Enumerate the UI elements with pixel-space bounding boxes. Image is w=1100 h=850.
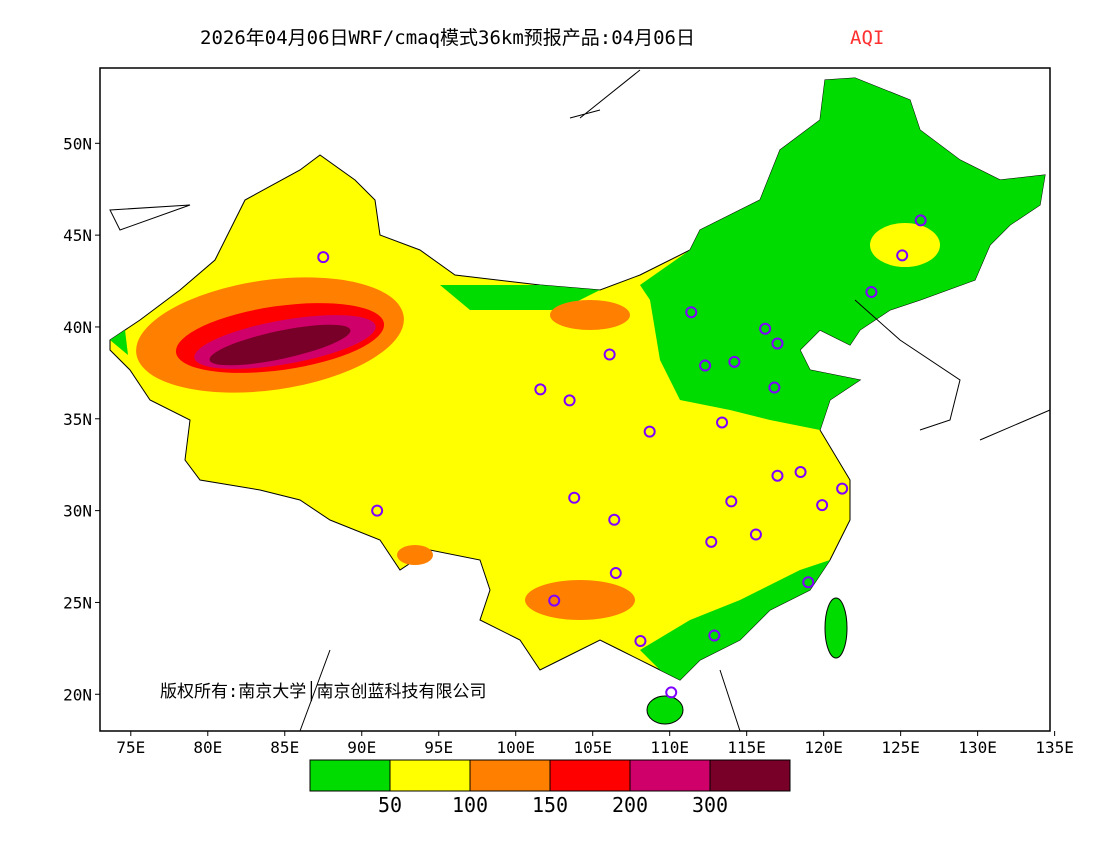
lon-tick-label: 85E — [270, 738, 299, 757]
station-marker — [643, 425, 656, 438]
lat-tick-label: 50N — [63, 134, 92, 153]
coastlines — [109, 69, 1051, 732]
station-marker — [608, 513, 621, 526]
station-marker — [728, 355, 741, 368]
legend-swatch — [309, 759, 391, 792]
station-marker — [716, 416, 729, 429]
lon-tick-label: 120E — [804, 738, 843, 757]
variable-label: AQI — [850, 27, 884, 49]
legend-swatch — [469, 759, 551, 792]
station-marker — [534, 383, 547, 396]
station-marker — [634, 635, 647, 648]
station-marker — [725, 495, 738, 508]
station-marker — [705, 535, 718, 548]
region-green-northeast — [640, 78, 1045, 430]
station-marker — [865, 286, 878, 299]
legend-label: 100 — [452, 793, 488, 817]
station-marker — [794, 466, 807, 479]
map-title: 2026年04月06日WRF/cmaq模式36km预报产品:04月06日 — [200, 27, 695, 49]
legend-swatch — [709, 759, 791, 792]
region-green-south — [640, 560, 830, 680]
map-frame — [99, 67, 1051, 732]
station-marker — [896, 249, 909, 262]
legend-swatch — [629, 759, 711, 792]
lat-tick-label: 35N — [63, 410, 92, 429]
lon-tick-label: 100E — [496, 738, 535, 757]
region-orange-north — [550, 300, 630, 330]
station-markers — [317, 214, 927, 699]
lon-tick-label: 95E — [424, 738, 453, 757]
map-area: 版权所有:南京大学│南京创蓝科技有限公司 — [99, 67, 1051, 732]
lon-tick-label: 110E — [650, 738, 689, 757]
station-marker — [768, 381, 781, 394]
legend-label: 300 — [692, 793, 728, 817]
station-marker — [548, 594, 561, 607]
station-marker — [802, 576, 815, 589]
lon-tick-label: 75E — [116, 738, 145, 757]
hainan-island — [646, 695, 684, 725]
lon-tick-label: 105E — [573, 738, 612, 757]
colorbar-legend: 50 100 150 200 300 — [309, 759, 791, 817]
lon-tick-label: 115E — [727, 738, 766, 757]
station-marker — [708, 629, 721, 642]
lon-tick-label: 125E — [881, 738, 920, 757]
region-orange-tibet — [397, 545, 433, 565]
lat-tick-label: 40N — [63, 318, 92, 337]
station-marker — [759, 322, 772, 335]
station-marker — [771, 337, 784, 350]
region-green-west — [110, 330, 128, 355]
axis-ticks: 75E 80E 85E 90E 95E 100E 105E 110E 115E 120E 125E 1… — [63, 134, 1074, 757]
region-orange-southwest — [525, 580, 635, 620]
lat-tick-label: 25N — [63, 593, 92, 612]
lon-tick-label: 130E — [958, 738, 997, 757]
lat-tick-label: 20N — [63, 685, 92, 704]
legend-label: 200 — [612, 793, 648, 817]
legend-swatch — [389, 759, 471, 792]
station-marker — [699, 359, 712, 372]
station-marker — [609, 567, 622, 580]
station-marker — [568, 491, 581, 504]
legend-label: 50 — [378, 793, 402, 817]
lon-tick-label: 135E — [1035, 738, 1074, 757]
station-marker — [771, 469, 784, 482]
station-marker — [836, 482, 849, 495]
region-green-northwest — [440, 285, 600, 310]
station-marker — [749, 528, 762, 541]
station-marker — [665, 686, 678, 699]
legend-label: 150 — [532, 793, 568, 817]
lat-tick-label: 45N — [63, 226, 92, 245]
station-marker — [603, 348, 616, 361]
station-marker — [914, 214, 927, 227]
taiwan-island — [824, 597, 848, 659]
lon-tick-label: 80E — [193, 738, 222, 757]
station-marker — [563, 394, 576, 407]
lon-tick-label: 90E — [347, 738, 376, 757]
station-marker — [816, 499, 829, 512]
region-yellow-northeast — [870, 223, 940, 267]
legend-swatch — [549, 759, 631, 792]
station-marker — [685, 306, 698, 319]
station-marker — [317, 251, 330, 264]
copyright-text: 版权所有:南京大学│南京创蓝科技有限公司 — [160, 681, 486, 702]
lat-tick-label: 30N — [63, 502, 92, 521]
region-darkred — [209, 324, 351, 366]
station-marker — [371, 504, 384, 517]
